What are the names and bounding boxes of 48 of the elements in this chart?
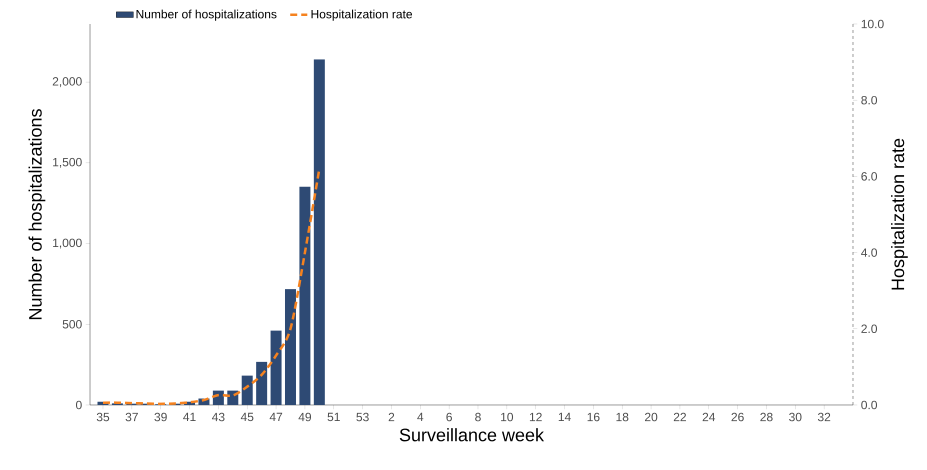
x-tick-label: 26 [732,412,744,422]
bar [256,362,268,405]
x-tick-label: 53 [356,412,369,422]
y-tick-label: 2,000 [52,77,82,88]
y-tick-label: 1,500 [53,158,82,168]
bar [284,289,296,405]
y2-tick-label: 6.0 [861,172,878,181]
y2-axis-title: Hospitalization rate [891,138,908,290]
x-tick-label: 30 [789,412,802,422]
x-tick-label: 43 [212,412,225,422]
x-tick-label: 45 [240,412,254,422]
x-tick-label: 14 [558,412,571,422]
legend-label: Number of hospitalizations [136,10,277,21]
x-tick-label: 37 [126,412,138,422]
x-tick-label: 24 [702,412,716,422]
legend-label: Hospitalization rate [312,10,412,21]
x-tick-label: 4 [417,412,424,422]
x-tick-label: 16 [588,412,600,422]
x-tick-label: 47 [270,412,282,422]
y2-tick-label: 4.0 [861,248,878,257]
x-tick-label: 35 [96,412,110,422]
bar [270,330,282,405]
y2-tick-label: 8.0 [861,96,878,104]
x-tick-label: 2 [388,412,394,422]
y-tick-label: 500 [62,320,82,329]
x-tick-label: 22 [674,412,686,422]
bar [314,59,325,405]
bar [299,186,310,405]
y-tick-label: 0 [76,400,82,410]
y-tick-label: 1,000 [53,238,82,249]
bar [242,376,253,405]
y2-tick-label: 0.0 [861,400,878,410]
x-tick-label: 6 [446,412,452,422]
x-tick-label: 49 [298,412,312,422]
x-tick-label: 12 [530,412,542,422]
x-tick-label: 20 [644,412,658,422]
x-tick-label: 10 [501,412,514,422]
x-tick-label: 8 [475,412,481,422]
x-tick-label: 32 [818,412,830,422]
y2-tick-label: 10.0 [862,20,884,28]
x-tick-label: 28 [760,412,773,422]
x-axis-title: Surveillance week [400,428,544,442]
x-tick-label: 39 [154,412,167,422]
x-tick-label: 51 [328,412,340,422]
y-axis-title: Number of hospitalizations [28,109,46,320]
y2-tick-label: 2.0 [861,324,878,334]
x-tick-label: 18 [616,412,628,422]
x-tick-label: 41 [183,412,196,422]
